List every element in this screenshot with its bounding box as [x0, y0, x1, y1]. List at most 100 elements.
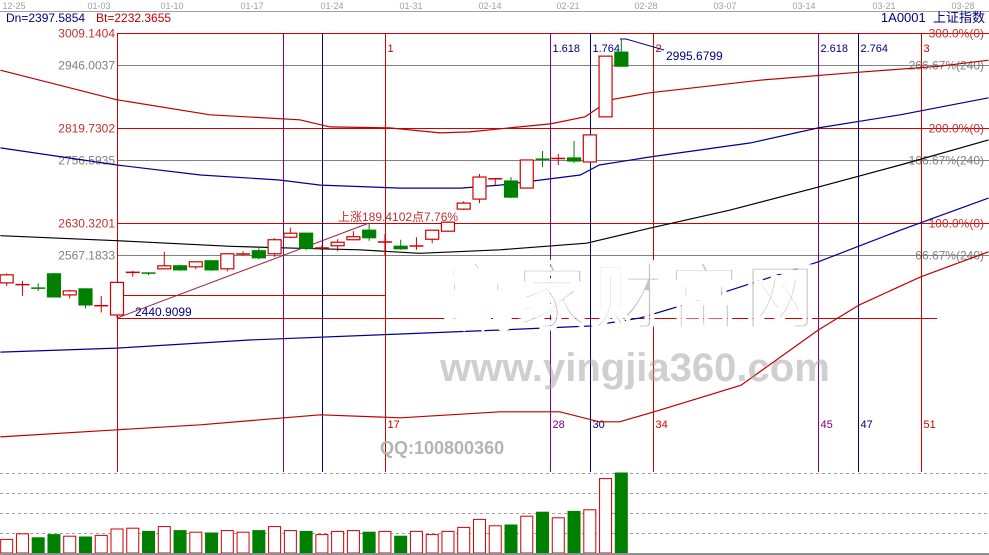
percent-level-label: 300.0%(0)	[929, 27, 984, 41]
candle-up	[0, 274, 14, 284]
candle-up	[519, 159, 534, 189]
candle-up	[283, 232, 298, 238]
candle-up	[440, 221, 456, 232]
fib-ratio-label: 1.618	[553, 43, 581, 55]
percent-level-label: 66.67%(240)	[915, 249, 984, 263]
high-price-label: 2995.6799	[666, 49, 723, 63]
volume-bar	[362, 531, 376, 554]
date-tick-label: 01-10	[160, 1, 183, 11]
volume-bar	[299, 530, 313, 554]
candle-up	[425, 229, 440, 240]
volume-bar	[15, 533, 29, 554]
symbol-name: 上证指数	[932, 10, 985, 25]
volume-bar	[189, 531, 203, 554]
fib-count-label: 28	[553, 419, 565, 431]
candle-down	[172, 265, 188, 271]
volume-baseline	[0, 553, 989, 555]
volume-bar	[583, 509, 597, 554]
volume-bar	[220, 530, 234, 554]
volume-bar	[236, 531, 250, 554]
price-level-label: 2567.1833	[58, 249, 115, 263]
volume-bar	[205, 532, 219, 554]
volume-bar	[409, 530, 423, 554]
fib-count-label: 47	[861, 419, 873, 431]
candle-up	[157, 265, 172, 270]
volume-bar	[283, 530, 297, 554]
date-tick-label: 02-21	[556, 1, 579, 11]
volume-bar	[520, 515, 534, 554]
percent-level-label: 100.0%(0)	[929, 217, 984, 231]
volume-bar	[268, 526, 282, 554]
trend-line	[116, 222, 370, 319]
candle-down	[299, 232, 314, 249]
volume-bar	[78, 536, 92, 554]
high-marker	[620, 38, 665, 51]
volume-bar	[126, 527, 140, 554]
candle-down	[503, 180, 519, 198]
band-line-red	[0, 251, 989, 438]
date-tick-label: 03-28	[951, 1, 974, 11]
volume-bar	[472, 518, 486, 554]
symbol-title: 1A0001 上证指数	[881, 11, 985, 25]
volume-bar	[315, 534, 329, 554]
volume-bar	[173, 530, 187, 554]
volume-bar	[110, 528, 124, 554]
fib-ratio-label: 1.764	[593, 43, 621, 55]
volume-bar	[457, 526, 471, 554]
candle-up	[472, 176, 487, 200]
date-tick-label: 01-03	[87, 1, 110, 11]
candle-down	[393, 245, 408, 250]
band-line-blue	[0, 97, 989, 189]
candle-up	[267, 239, 282, 255]
candle-up	[582, 134, 597, 163]
candle-up	[456, 202, 471, 210]
fib-ratio-label: 3	[924, 43, 930, 55]
candle-down	[204, 260, 219, 271]
symbol-code: 1A0001	[880, 10, 926, 25]
volume-bar	[31, 537, 45, 554]
volume-bar	[488, 525, 502, 554]
price-level-label: 2946.0037	[58, 59, 115, 73]
date-tick-label: 02-28	[634, 1, 657, 11]
candle-up	[598, 55, 613, 118]
fib-count-label: 34	[656, 419, 668, 431]
volume-bar	[378, 530, 392, 554]
volume-bar	[599, 478, 613, 554]
date-tick-label: 01-17	[240, 1, 263, 11]
band-line-blue	[0, 197, 989, 353]
percent-level-label: 200.0%(0)	[929, 122, 984, 136]
volume-bar	[252, 530, 266, 554]
candle-up	[188, 261, 203, 268]
candle-up	[109, 281, 125, 316]
date-tick-label: 03-07	[713, 1, 736, 11]
volume-bar	[441, 530, 455, 554]
volume-bar	[0, 538, 14, 554]
date-tick-label: 03-14	[792, 1, 815, 11]
price-level-label: 2819.7302	[58, 122, 115, 136]
volume-bar	[157, 526, 171, 554]
low-price-label: 2440.9099	[135, 305, 192, 319]
candle-down	[566, 157, 582, 162]
fib-ratio-label: 2.618	[821, 43, 849, 55]
candle-down	[614, 51, 629, 67]
price-level-label: 3009.1404	[58, 27, 115, 41]
volume-bar	[614, 472, 628, 554]
volume-bar	[536, 511, 550, 554]
band-line-red	[0, 59, 989, 134]
fib-count-label: 51	[924, 419, 936, 431]
candle-up	[62, 290, 77, 296]
volume-bar	[331, 530, 345, 554]
volume-bar	[567, 510, 581, 554]
fib-ratio-label: 2.764	[861, 43, 889, 55]
fib-count-label: 17	[388, 419, 400, 431]
price-level-label: 2630.3201	[58, 217, 115, 231]
candle-up	[346, 236, 361, 241]
volume-bar	[425, 534, 439, 554]
bt-readout: Bt=2232.3655	[96, 11, 172, 25]
band-line-black	[0, 139, 989, 254]
candle-up	[330, 241, 345, 247]
candle-down	[362, 229, 377, 239]
date-tick-label: 01-24	[320, 1, 343, 11]
dn-readout: Dn=2397.5854	[6, 11, 86, 25]
